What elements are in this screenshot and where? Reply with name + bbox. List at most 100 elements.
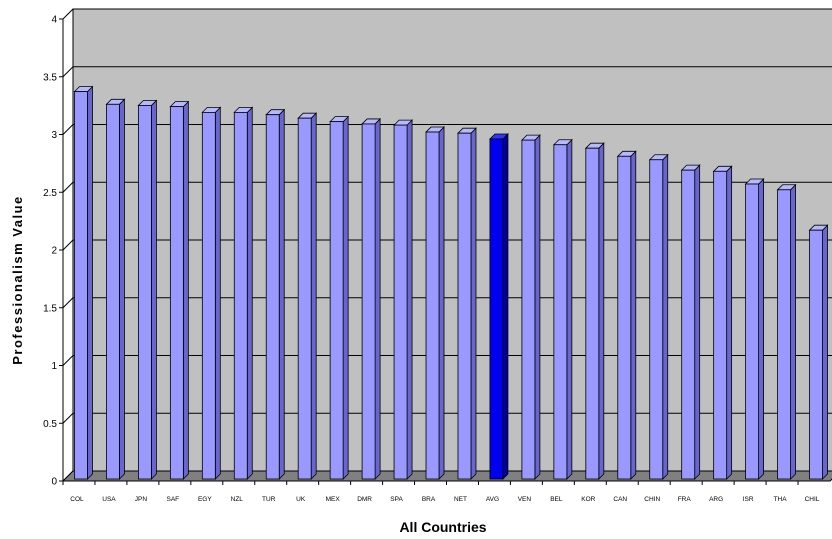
x-tick-label: ARG xyxy=(709,496,723,503)
bar-face xyxy=(585,147,600,480)
bar-side xyxy=(438,126,445,480)
x-tick-label: USA xyxy=(102,496,116,503)
bar-side xyxy=(119,98,125,480)
bar-face xyxy=(649,159,664,480)
y-axis-title: Professionalism Value xyxy=(10,195,25,365)
bar-bel xyxy=(552,138,573,480)
bar-face xyxy=(393,124,408,480)
bar-net xyxy=(457,127,477,480)
bar-face xyxy=(74,91,88,480)
x-tick-label: EGY xyxy=(198,496,212,503)
x-tick-label: THA xyxy=(774,496,788,503)
bars-group xyxy=(73,85,829,480)
x-axis-title: All Countries xyxy=(399,519,486,535)
bar-uk xyxy=(297,112,318,480)
bar-face xyxy=(201,112,216,480)
bar-side xyxy=(694,164,701,480)
x-tick-label: DMR xyxy=(357,496,372,503)
bar-side xyxy=(790,183,796,480)
bar-col xyxy=(73,85,94,480)
gridline-side xyxy=(62,239,74,251)
bar-face xyxy=(329,121,344,480)
bar-fra xyxy=(680,164,701,480)
gridline-side xyxy=(62,181,74,193)
x-tick-label: MEX xyxy=(326,496,341,503)
bar-chil xyxy=(808,224,829,480)
x-tick-label: ISR xyxy=(743,496,754,503)
bar-spa xyxy=(393,119,414,480)
gridline-side xyxy=(62,8,74,20)
y-tick-label: 4 xyxy=(51,15,57,26)
x-tick-label: BRA xyxy=(422,496,436,503)
x-tick-label: FRA xyxy=(678,496,692,503)
bar-face xyxy=(553,144,568,480)
bar-can xyxy=(616,150,637,480)
bar-side xyxy=(502,132,509,480)
bar-face xyxy=(809,229,823,480)
bar-dmr xyxy=(361,117,382,480)
bar-kor xyxy=(584,142,605,480)
bar-nzl xyxy=(233,106,254,480)
gridline-side xyxy=(62,124,74,135)
bar-side xyxy=(310,112,317,480)
bar-side xyxy=(630,150,637,480)
bar-face xyxy=(745,183,760,480)
bar-usa xyxy=(105,98,126,480)
bar-face xyxy=(297,117,312,480)
bar-face xyxy=(457,132,472,480)
bar-side xyxy=(406,119,413,480)
x-tick-label: UK xyxy=(296,496,306,503)
x-tick-label: CAN xyxy=(613,496,627,503)
bar-isr xyxy=(744,178,765,480)
bar-face xyxy=(137,105,152,480)
y-tick-label: 0 xyxy=(51,477,57,488)
x-tick-label: AVG xyxy=(486,496,499,503)
bar-face xyxy=(681,169,696,480)
bar-face xyxy=(233,112,248,480)
bar-chin xyxy=(648,153,669,480)
bar-face xyxy=(106,103,120,480)
x-tick-label: BEL xyxy=(550,496,563,503)
gridline-side xyxy=(62,66,74,78)
bar-face xyxy=(489,138,504,480)
bar-side xyxy=(214,106,221,480)
bar-face xyxy=(713,170,728,480)
bar-face xyxy=(169,106,184,480)
x-tick-label: TUR xyxy=(262,496,276,503)
bar-side xyxy=(87,85,93,480)
x-tick-labels: COL USA JPN SAF EGY NZL TUR UK MEX DMR SPA BRA NET AV… xyxy=(70,496,820,503)
y-tick-label: 1.5 xyxy=(43,303,57,314)
y-tick-label: 1 xyxy=(51,361,57,372)
bar-side xyxy=(598,142,605,480)
y-tick-label: 2.5 xyxy=(43,188,57,199)
bar-side xyxy=(278,108,285,480)
bar-avg xyxy=(488,132,509,480)
bar-face xyxy=(777,189,791,480)
bar-side xyxy=(822,224,828,480)
bar-arg xyxy=(712,165,733,480)
bar-mex xyxy=(329,115,350,480)
bar-side xyxy=(342,115,349,480)
bar-side xyxy=(758,178,765,480)
bar-face xyxy=(361,123,376,480)
gridline-side xyxy=(62,297,74,309)
bar-side xyxy=(470,127,477,480)
x-tick-label: VEN xyxy=(518,496,532,503)
bar-side xyxy=(726,165,733,480)
x-tick-label: SPA xyxy=(390,496,403,503)
y-tick-label: 0.5 xyxy=(43,419,57,430)
gridline-side xyxy=(62,412,74,424)
x-tick-label: SAF xyxy=(167,496,180,503)
y-tick-label: 3 xyxy=(51,130,57,141)
bar-tur xyxy=(265,108,286,480)
bar-saf xyxy=(169,100,190,480)
y-tick-label: 3.5 xyxy=(43,72,57,83)
bar-side xyxy=(246,106,253,480)
bar-ven xyxy=(520,134,541,480)
bar-side xyxy=(566,138,573,480)
bar-side xyxy=(662,153,669,480)
bar-face xyxy=(425,131,440,480)
axes xyxy=(59,18,830,485)
x-tick-label: CHIL xyxy=(805,496,820,503)
